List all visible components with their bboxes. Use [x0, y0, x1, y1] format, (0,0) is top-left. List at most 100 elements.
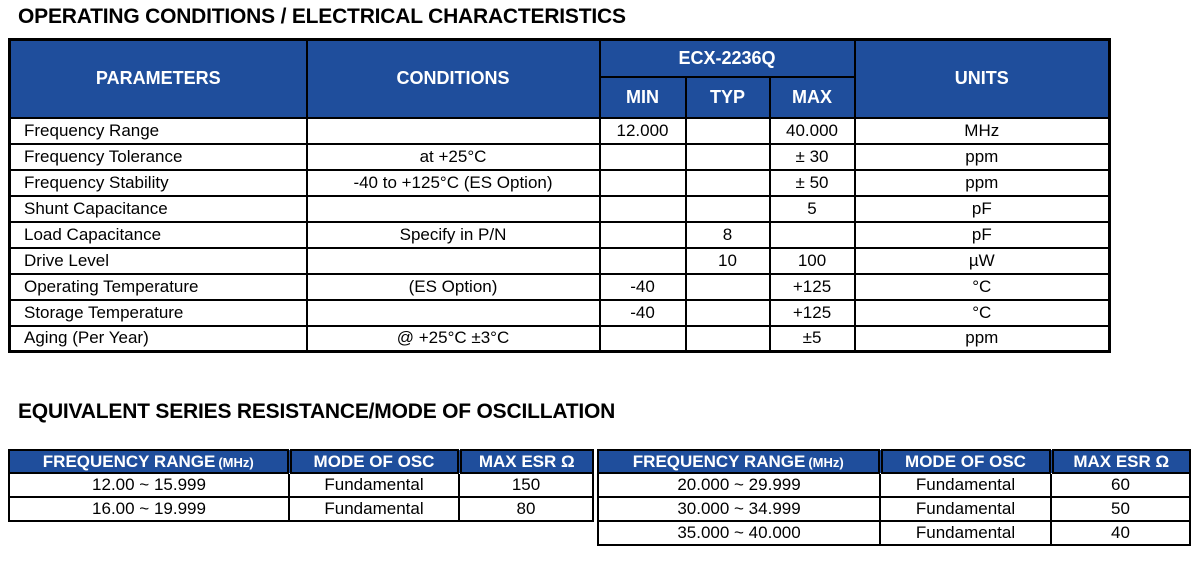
max-cell: +125 [768, 272, 856, 301]
condition-cell [305, 298, 601, 327]
table-row: 30.000 ~ 34.999 Fundamental 50 [597, 496, 1191, 522]
col-header-typ: TYP [684, 75, 771, 119]
condition-cell [305, 246, 601, 275]
table-row: Drive Level 10 100 µW [8, 246, 1111, 275]
min-cell [598, 220, 687, 249]
condition-cell: at +25°C [305, 142, 601, 171]
section2-title: EQUIVALENT SERIES RESISTANCE/MODE OF OSC… [18, 400, 616, 423]
mode-cell: Fundamental [288, 472, 460, 498]
units-cell: ppm [853, 142, 1111, 171]
esr-cell: 60 [1050, 472, 1191, 498]
table-row: Frequency Tolerance at +25°C ± 30 ppm [8, 142, 1111, 171]
parameter-cell: Frequency Tolerance [8, 142, 308, 171]
esr-cell: 80 [458, 496, 594, 522]
range-cell: 12.00 ~ 15.999 [8, 472, 290, 498]
condition-cell [305, 116, 601, 145]
col-header-mode-of-osc: MODE OF OSC [877, 449, 1052, 474]
units-cell: pF [853, 194, 1111, 223]
units-cell: µW [853, 246, 1111, 275]
typ-cell [684, 168, 771, 197]
range-cell: 16.00 ~ 19.999 [8, 496, 290, 522]
mode-cell: Fundamental [879, 496, 1052, 522]
frequency-range-label: FREQUENCY RANGE [632, 451, 806, 471]
esr-tables: FREQUENCY RANGE (MHz) MODE OF OSC MAX ESR… [8, 449, 1191, 546]
table-row: 35.000 ~ 40.000 Fundamental 40 [597, 520, 1191, 546]
units-cell: °C [853, 298, 1111, 327]
col-header-conditions: CONDITIONS [305, 38, 601, 119]
col-header-min: MIN [598, 75, 687, 119]
col-header-units: UNITS [853, 38, 1111, 119]
part-number-header: ECX-2236Q [598, 38, 856, 78]
max-cell [768, 220, 856, 249]
condition-cell [305, 194, 601, 223]
typ-cell [684, 324, 771, 353]
mode-cell: Fundamental [879, 472, 1052, 498]
col-header-max-esr: MAX ESR Ω [456, 449, 594, 474]
frequency-unit-label: (MHz) [808, 454, 844, 470]
col-header-mode-of-osc: MODE OF OSC [286, 449, 460, 474]
table-row: 16.00 ~ 19.999 Fundamental 80 [8, 496, 594, 522]
parameter-cell: Aging (Per Year) [8, 324, 308, 353]
table-row: 20.000 ~ 29.999 Fundamental 60 [597, 472, 1191, 498]
typ-cell [684, 298, 771, 327]
mode-cell: Fundamental [288, 496, 460, 522]
min-cell [598, 194, 687, 223]
condition-cell: @ +25°C ±3°C [305, 324, 601, 353]
parameter-cell: Frequency Stability [8, 168, 308, 197]
section1-title: OPERATING CONDITIONS / ELECTRICAL CHARAC… [18, 5, 626, 28]
col-header-frequency-range: FREQUENCY RANGE (MHz) [8, 449, 290, 474]
table-row: 12.00 ~ 15.999 Fundamental 150 [8, 472, 594, 498]
esr-cell: 40 [1050, 520, 1191, 546]
typ-cell [684, 142, 771, 171]
table-row: Load Capacitance Specify in P/N 8 pF [8, 220, 1111, 249]
esr-cell: 50 [1050, 496, 1191, 522]
max-cell: +125 [768, 298, 856, 327]
parameter-cell: Drive Level [8, 246, 308, 275]
table-row: Frequency Stability -40 to +125°C (ES Op… [8, 168, 1111, 197]
condition-cell: Specify in P/N [305, 220, 601, 249]
typ-cell: 10 [684, 246, 771, 275]
range-cell: 30.000 ~ 34.999 [597, 496, 881, 522]
table-row: Operating Temperature (ES Option) -40 +1… [8, 272, 1111, 301]
max-cell: 100 [768, 246, 856, 275]
min-cell: -40 [598, 272, 687, 301]
min-cell [598, 142, 687, 171]
parameter-cell: Shunt Capacitance [8, 194, 308, 223]
units-cell: ppm [853, 168, 1111, 197]
condition-cell: -40 to +125°C (ES Option) [305, 168, 601, 197]
range-cell: 20.000 ~ 29.999 [597, 472, 881, 498]
typ-cell: 8 [684, 220, 771, 249]
parameter-cell: Operating Temperature [8, 272, 308, 301]
col-header-max-esr: MAX ESR Ω [1048, 449, 1191, 474]
max-cell: ± 30 [768, 142, 856, 171]
min-cell: -40 [598, 298, 687, 327]
col-header-max: MAX [768, 75, 856, 119]
max-cell: 40.000 [768, 116, 856, 145]
electrical-characteristics-table: PARAMETERS CONDITIONS ECX-2236Q UNITS MI… [8, 38, 1112, 353]
parameter-cell: Storage Temperature [8, 298, 308, 327]
condition-cell: (ES Option) [305, 272, 601, 301]
units-cell: pF [853, 220, 1111, 249]
units-cell: ppm [853, 324, 1111, 353]
parameter-cell: Frequency Range [8, 116, 308, 145]
max-cell: 5 [768, 194, 856, 223]
esr-table-left: FREQUENCY RANGE (MHz) MODE OF OSC MAX ESR… [8, 449, 594, 522]
table-row: Shunt Capacitance 5 pF [8, 194, 1111, 223]
max-cell: ± 50 [768, 168, 856, 197]
min-cell [598, 324, 687, 353]
min-cell [598, 246, 687, 275]
typ-cell [684, 116, 771, 145]
units-cell: MHz [853, 116, 1111, 145]
min-cell [598, 168, 687, 197]
table-row: Storage Temperature -40 +125 °C [8, 298, 1111, 327]
col-header-frequency-range: FREQUENCY RANGE (MHz) [597, 449, 881, 474]
esr-cell: 150 [458, 472, 594, 498]
typ-cell [684, 194, 771, 223]
typ-cell [684, 272, 771, 301]
esr-table-right: FREQUENCY RANGE (MHz) MODE OF OSC MAX ESR… [597, 449, 1191, 546]
table-row: Aging (Per Year) @ +25°C ±3°C ±5 ppm [8, 324, 1111, 353]
range-cell: 35.000 ~ 40.000 [597, 520, 881, 546]
mode-cell: Fundamental [879, 520, 1052, 546]
units-cell: °C [853, 272, 1111, 301]
